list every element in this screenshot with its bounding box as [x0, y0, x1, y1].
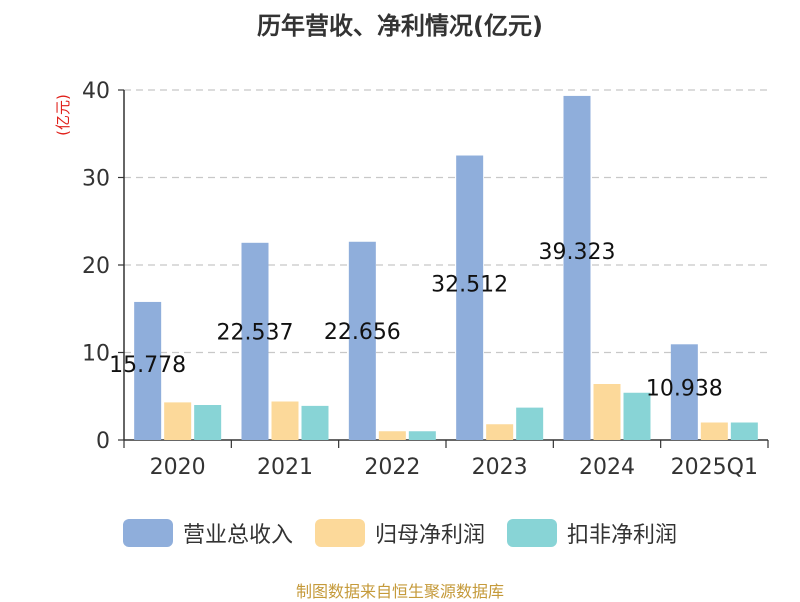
y-tick-label: 20 [82, 254, 110, 279]
data-label: 15.778 [109, 353, 186, 378]
bar-1-2022 [348, 241, 376, 440]
legend-item-3[interactable]: 扣非净利润 [507, 517, 677, 549]
bars [134, 95, 758, 440]
bar-2-2022 [378, 431, 406, 440]
bar-2-2020 [164, 402, 192, 440]
bar-1-2024 [563, 95, 591, 440]
bar-1-2023 [456, 155, 484, 440]
bar-1-2025Q1 [670, 344, 698, 440]
x-tick-label: 2020 [150, 455, 206, 480]
y-tick-label: 10 [82, 342, 110, 367]
data-labels: 15.778 22.537 22.656 32.512 39.323 10.938 [109, 240, 723, 402]
bar-3-2020 [194, 405, 222, 440]
data-label: 22.656 [324, 320, 401, 345]
source-note: 制图数据来自恒生聚源数据库 [295, 582, 504, 601]
legend-swatch [314, 519, 365, 547]
legend-label: 归母净利润 [374, 523, 485, 548]
grid-lines [124, 89, 768, 354]
legend-item-2[interactable]: 归母净利润 [314, 517, 485, 549]
bar-3-2023 [516, 407, 544, 440]
x-tick-label: 2023 [472, 455, 528, 480]
bar-1-2021 [241, 242, 269, 440]
legend-swatch [122, 519, 173, 547]
bar-3-2024 [623, 392, 651, 440]
x-tick-label: 2024 [579, 455, 635, 480]
chart-title: 历年营收、净利情况(亿元) [257, 12, 543, 40]
data-label: 10.938 [646, 376, 723, 401]
bar-2-2021 [271, 401, 299, 440]
axes: 0 10 20 30 40 (亿元) 2020 2021 2022 2023 2024 2025Q1 [54, 79, 769, 480]
legend-label: 扣非净利润 [567, 523, 678, 548]
y-tick-label: 0 [96, 429, 110, 454]
y-axis-title: (亿元) [54, 94, 72, 136]
y-tick-label: 30 [82, 167, 110, 192]
bar-1-2020 [134, 301, 162, 440]
bar-2-2025Q1 [700, 422, 728, 440]
data-label: 32.512 [431, 273, 508, 298]
legend-label: 营业总收入 [182, 523, 293, 548]
legend-swatch [507, 519, 557, 547]
bar-2-2023 [486, 424, 514, 440]
bar-2-2024 [593, 384, 621, 440]
bar-3-2022 [408, 431, 436, 440]
x-tick-label: 2025Q1 [671, 455, 758, 480]
x-tick-label: 2021 [257, 455, 313, 480]
data-label: 39.323 [539, 240, 616, 265]
legend: 营业总收入 归母净利润 扣非净利润 [0, 517, 800, 549]
y-tick-label: 40 [82, 79, 110, 104]
bar-3-2025Q1 [730, 422, 758, 440]
data-label: 22.537 [217, 321, 294, 346]
legend-item-1[interactable]: 营业总收入 [122, 517, 293, 549]
x-tick-label: 2022 [364, 455, 420, 480]
bar-3-2021 [301, 405, 329, 440]
